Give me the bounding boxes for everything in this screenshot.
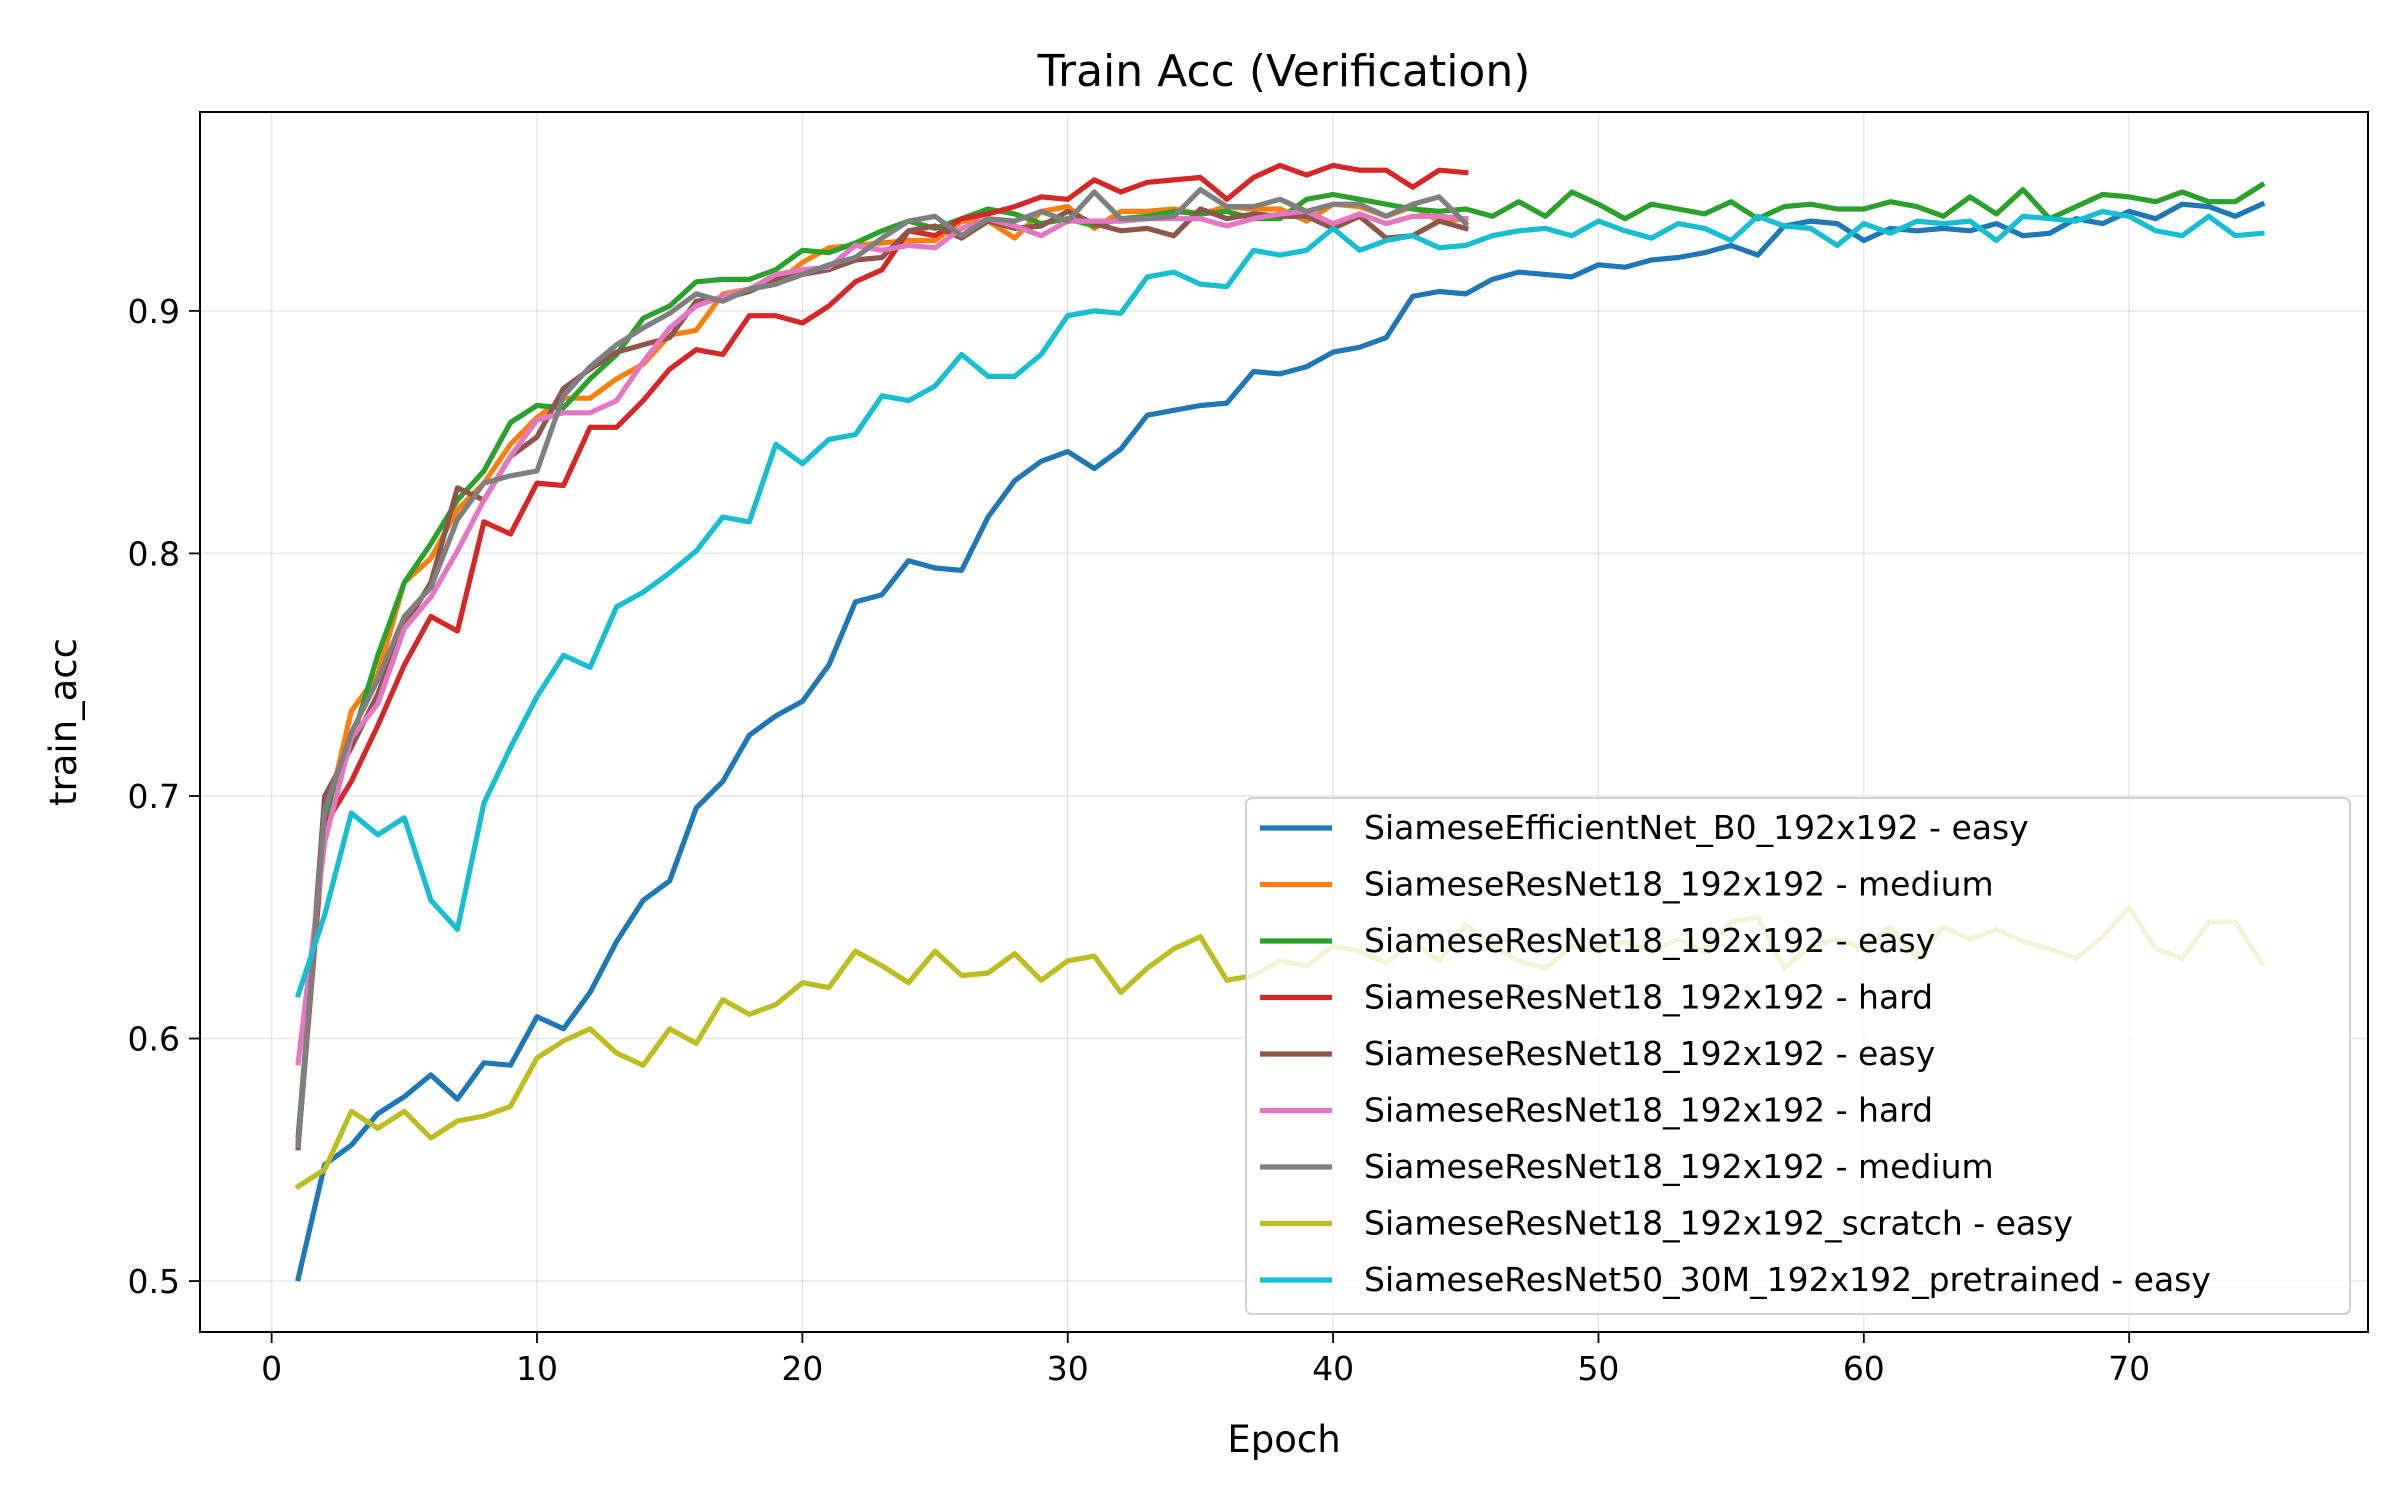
legend-entry-label: SiameseResNet18_192x192_scratch - easy [1364,1204,2073,1243]
series-line [295,162,1469,1149]
x-tick-label: 30 [1047,1349,1089,1388]
legend-entry-label: SiameseResNet18_192x192 - medium [1364,865,1994,904]
y-tick-label: 0.9 [128,292,180,331]
x-tick-label: 60 [1843,1349,1885,1388]
series-line [295,200,2266,1282]
series-line [295,208,1469,1066]
legend-entry-label: SiameseResNet18_192x192 - hard [1364,978,1933,1017]
legend-entry-label: SiameseResNet50_30M_192x192_pretrained -… [1364,1260,2211,1299]
y-tick-label: 0.8 [128,534,180,573]
plot-area-frame [199,111,2369,1333]
legend-entry-label: SiameseResNet18_192x192 - easy [1364,921,1935,960]
y-axis-label: train_acc [42,638,85,806]
y-tick-label: 0.5 [128,1262,180,1301]
x-tick-label: 20 [781,1349,823,1388]
legend-box [1245,797,2351,1315]
y-tick-label: 0.7 [128,777,180,816]
series-line [294,208,2265,999]
legend-entry-label: SiameseResNet18_192x192 - medium [1364,1147,1994,1186]
series-line [295,201,1469,1144]
x-tick-label: 40 [1312,1349,1354,1388]
legend: SiameseEfficientNet_B0_192x192 - easy Sia… [1245,797,2351,1315]
x-axis-ticks: 0 10 20 30 40 50 60 70 [261,1332,2150,1388]
y-tick-label: 0.6 [128,1020,180,1059]
series-lines [294,162,2266,1282]
chart-title: Train Acc (Verification) [1037,46,1531,97]
legend-entry-label: SiameseEfficientNet_B0_192x192 - easy [1364,808,2029,847]
series-line [295,187,1470,1148]
x-axis-label: Epoch [1227,1418,1340,1461]
x-tick-label: 70 [2108,1349,2150,1388]
x-tick-label: 50 [1577,1349,1619,1388]
legend-entry-label: SiameseResNet18_192x192 - easy [1364,1034,1935,1073]
y-axis-ticks: 0.5 0.6 0.7 0.8 0.9 [128,292,200,1301]
x-tick-label: 10 [516,1349,558,1388]
x-tick-label: 0 [261,1349,282,1388]
legend-entry-label: SiameseResNet18_192x192 - hard [1364,1091,1933,1130]
